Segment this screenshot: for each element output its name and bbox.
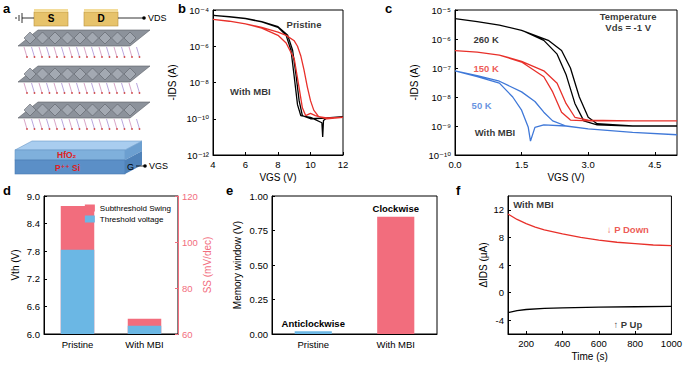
svg-text:Temperature: Temperature: [600, 11, 657, 22]
svg-text:7.2: 7.2: [27, 273, 40, 284]
svg-text:4: 4: [210, 159, 215, 170]
svg-text:1.5: 1.5: [515, 159, 528, 170]
svg-text:10⁻⁸: 10⁻⁸: [189, 77, 209, 88]
svg-text:120: 120: [182, 191, 198, 202]
svg-text:Memory window (V): Memory window (V): [232, 221, 243, 309]
svg-text:100: 100: [182, 237, 198, 248]
svg-text:12: 12: [493, 204, 504, 215]
svg-text:e: e: [226, 183, 233, 198]
svg-text:Time (s): Time (s): [572, 351, 608, 362]
svg-text:VGS (V): VGS (V): [259, 172, 296, 183]
svg-text:4.5: 4.5: [648, 159, 661, 170]
svg-text:0: 0: [499, 287, 504, 298]
svg-text:200: 200: [518, 338, 534, 349]
svg-text:10⁻⁴: 10⁻⁴: [189, 5, 209, 16]
svg-text:HfO₂: HfO₂: [57, 150, 77, 160]
svg-text:Anticlockwise: Anticlockwise: [282, 318, 345, 329]
svg-text:VGS: VGS: [149, 161, 168, 171]
svg-text:9.0: 9.0: [27, 191, 40, 202]
svg-text:10⁻⁵: 10⁻⁵: [431, 5, 451, 16]
svg-text:Threshold voltage: Threshold voltage: [100, 215, 164, 224]
svg-text:With MBI: With MBI: [475, 127, 516, 138]
svg-text:-4: -4: [496, 315, 504, 326]
svg-text:P⁺⁺ Si: P⁺⁺ Si: [55, 163, 80, 173]
svg-text:Vth (V): Vth (V): [10, 249, 21, 280]
svg-text:ΔIDS (μA): ΔIDS (μA): [478, 242, 489, 287]
svg-text:6: 6: [243, 159, 248, 170]
svg-text:7.8: 7.8: [27, 246, 40, 257]
svg-text:10⁻⁶: 10⁻⁶: [190, 41, 210, 52]
svg-text:10⁻⁸: 10⁻⁸: [431, 92, 451, 103]
svg-text:1.00: 1.00: [250, 191, 269, 202]
svg-text:10⁻¹⁰: 10⁻¹⁰: [186, 113, 209, 124]
svg-text:With MBI: With MBI: [230, 86, 271, 97]
svg-text:10: 10: [305, 159, 316, 170]
svg-text:Pristine: Pristine: [62, 339, 94, 350]
svg-text:Vds = -1 V: Vds = -1 V: [605, 22, 651, 33]
svg-text:↑ P Up: ↑ P Up: [613, 319, 642, 330]
svg-text:8: 8: [499, 232, 504, 243]
svg-text:-IDS (A): -IDS (A): [167, 64, 178, 100]
svg-text:G: G: [127, 162, 134, 172]
svg-text:4: 4: [499, 260, 504, 271]
svg-text:0.50: 0.50: [250, 260, 269, 271]
svg-text:3.0: 3.0: [582, 159, 595, 170]
svg-text:S: S: [48, 13, 55, 24]
svg-text:6.0: 6.0: [27, 329, 40, 340]
svg-text:10⁻¹²: 10⁻¹²: [187, 150, 209, 161]
svg-text:f: f: [456, 183, 461, 198]
svg-text:With MBI: With MBI: [513, 199, 554, 210]
svg-text:50 K: 50 K: [472, 100, 492, 111]
svg-text:60: 60: [182, 329, 193, 340]
svg-text:d: d: [3, 183, 11, 198]
svg-text:10⁻⁶: 10⁻⁶: [432, 34, 452, 45]
svg-text:800: 800: [627, 338, 643, 349]
svg-text:D: D: [97, 13, 104, 24]
svg-text:6.6: 6.6: [27, 301, 40, 312]
svg-text:Pristine: Pristine: [297, 339, 329, 350]
svg-text:10⁻⁹: 10⁻⁹: [431, 121, 451, 132]
svg-text:10⁻⁷: 10⁻⁷: [432, 63, 452, 74]
svg-text:b: b: [178, 1, 186, 16]
svg-text:8: 8: [275, 159, 280, 170]
svg-text:VDS: VDS: [148, 13, 167, 23]
svg-text:1000: 1000: [661, 338, 682, 349]
svg-text:600: 600: [591, 338, 607, 349]
svg-text:VGS (V): VGS (V): [547, 172, 584, 183]
svg-text:Pristine: Pristine: [287, 19, 322, 30]
svg-text:Clockwise: Clockwise: [373, 203, 419, 214]
svg-text:12: 12: [338, 159, 349, 170]
svg-text:With MBI: With MBI: [376, 339, 415, 350]
svg-text:0.75: 0.75: [250, 225, 269, 236]
svg-text:a: a: [3, 1, 11, 16]
svg-text:400: 400: [555, 338, 571, 349]
svg-text:8.4: 8.4: [27, 218, 40, 229]
svg-text:80: 80: [182, 283, 193, 294]
svg-text:-IDS (A): -IDS (A): [409, 64, 420, 100]
svg-text:SS (mV/dec): SS (mV/dec): [202, 237, 213, 294]
svg-text:Subthreshold Swing: Subthreshold Swing: [100, 204, 171, 213]
svg-text:0.0: 0.0: [448, 159, 461, 170]
svg-text:0.25: 0.25: [250, 294, 269, 305]
svg-text:c: c: [385, 1, 392, 16]
svg-text:260 K: 260 K: [473, 34, 498, 45]
svg-text:With MBI: With MBI: [125, 339, 164, 350]
svg-text:150 K: 150 K: [473, 63, 498, 74]
svg-text:10⁻¹⁰: 10⁻¹⁰: [428, 149, 451, 161]
svg-text:0.00: 0.00: [250, 329, 269, 340]
svg-text:↓ P Down: ↓ P Down: [607, 224, 649, 235]
